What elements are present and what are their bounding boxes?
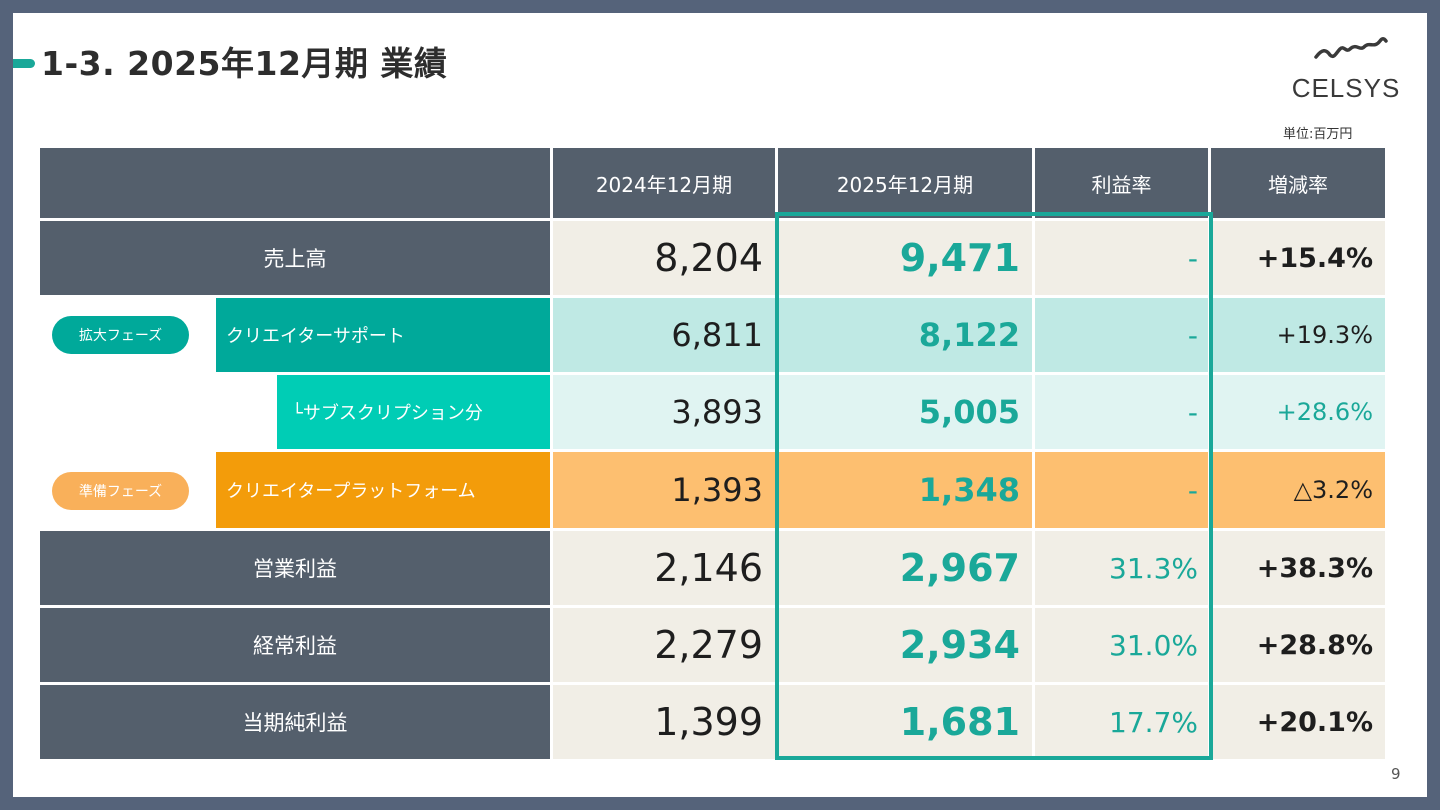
value-sales-margin: - [1035, 221, 1208, 295]
value-net-fy2024: 1,399 [553, 685, 775, 759]
value-support-fy2024: 6,811 [553, 298, 775, 372]
value-sales-fy2024: 8,204 [553, 221, 775, 295]
value-subscription-fy2025: 5,005 [778, 375, 1032, 449]
page-number: 9 [1391, 765, 1401, 783]
header-fy2024: 2024年12月期 [553, 148, 775, 218]
value-operating-fy2025: 2,967 [778, 531, 1032, 605]
value-operating-fy2024: 2,146 [553, 531, 775, 605]
value-operating-change: +38.3% [1211, 531, 1385, 605]
value-sales-change: +15.4% [1211, 221, 1385, 295]
value-ordinary-fy2024: 2,279 [553, 608, 775, 682]
title-accent-bar [13, 59, 35, 68]
value-subscription-change: +28.6% [1211, 375, 1385, 449]
header-margin: 利益率 [1035, 148, 1208, 218]
value-ordinary-fy2025: 2,934 [778, 608, 1032, 682]
header-fy2025: 2025年12月期 [778, 148, 1032, 218]
logo-mark-icon [1314, 37, 1388, 59]
header-change: 増減率 [1211, 148, 1385, 218]
value-subscription-margin: - [1035, 375, 1208, 449]
row-label-ordinary-profit: 経常利益 [40, 608, 550, 682]
value-platform-fy2024: 1,393 [553, 452, 775, 528]
row-label-net-income: 当期純利益 [40, 685, 550, 759]
page-title: 1-3. 2025年12月期 業績 [41, 44, 448, 83]
value-support-change: +19.3% [1211, 298, 1385, 372]
row-label-creator-support: クリエイターサポート [216, 298, 550, 372]
row-label-creator-platform: クリエイタープラットフォーム [216, 452, 550, 528]
row-label-operating-profit: 営業利益 [40, 531, 550, 605]
value-operating-margin: 31.3% [1035, 531, 1208, 605]
value-sales-fy2025: 9,471 [778, 221, 1032, 295]
value-platform-change: △3.2% [1211, 452, 1385, 528]
row-label-subscription: └サブスクリプション分 [277, 375, 550, 449]
value-subscription-fy2024: 3,893 [553, 375, 775, 449]
value-support-fy2025: 8,122 [778, 298, 1032, 372]
value-platform-fy2025: 1,348 [778, 452, 1032, 528]
value-ordinary-change: +28.8% [1211, 608, 1385, 682]
value-ordinary-margin: 31.0% [1035, 608, 1208, 682]
value-net-change: +20.1% [1211, 685, 1385, 759]
value-platform-margin: - [1035, 452, 1208, 528]
celsys-logo: CELSYS [1290, 35, 1402, 105]
header-blank [40, 148, 550, 218]
phase-badge-preparation: 準備フェーズ [52, 472, 189, 510]
row-label-sales: 売上高 [40, 221, 550, 295]
value-net-margin: 17.7% [1035, 685, 1208, 759]
value-support-margin: - [1035, 298, 1208, 372]
logo-text: CELSYS [1291, 73, 1401, 103]
value-net-fy2025: 1,681 [778, 685, 1032, 759]
phase-badge-expansion: 拡大フェーズ [52, 316, 189, 354]
unit-label: 単位:百万円 [1283, 127, 1353, 142]
